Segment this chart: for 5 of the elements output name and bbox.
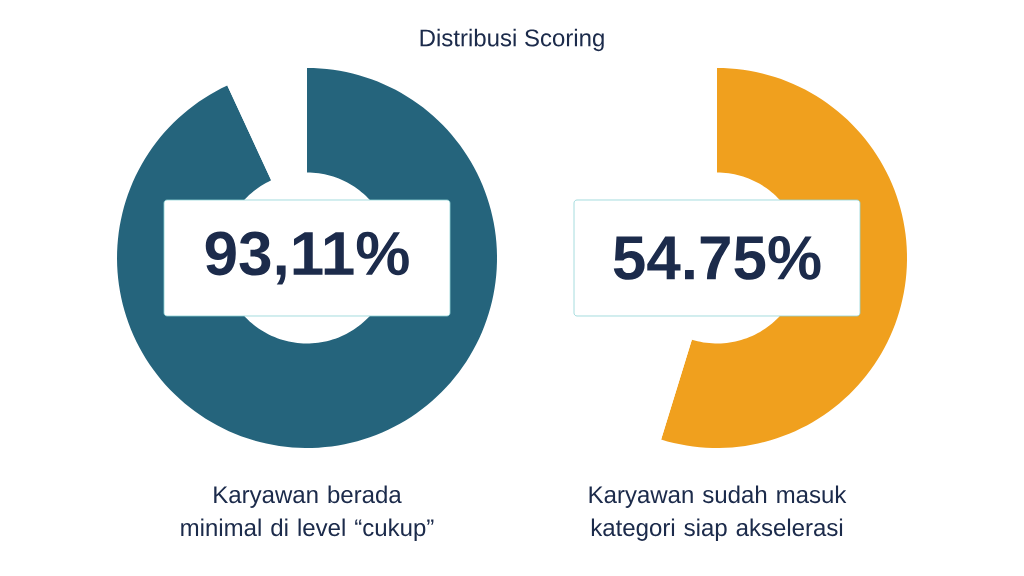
- text: Karyawan sudah masuk kategori siap akselerasi: [589, 485, 847, 541]
- chart-title: Distribusi Scoring: [420, 28, 604, 52]
- data-label: 93,11%: [205, 231, 409, 285]
- text: Karyawan berada minimal di level “cukup”: [181, 485, 434, 541]
- data-label: 54.75%: [613, 236, 821, 280]
